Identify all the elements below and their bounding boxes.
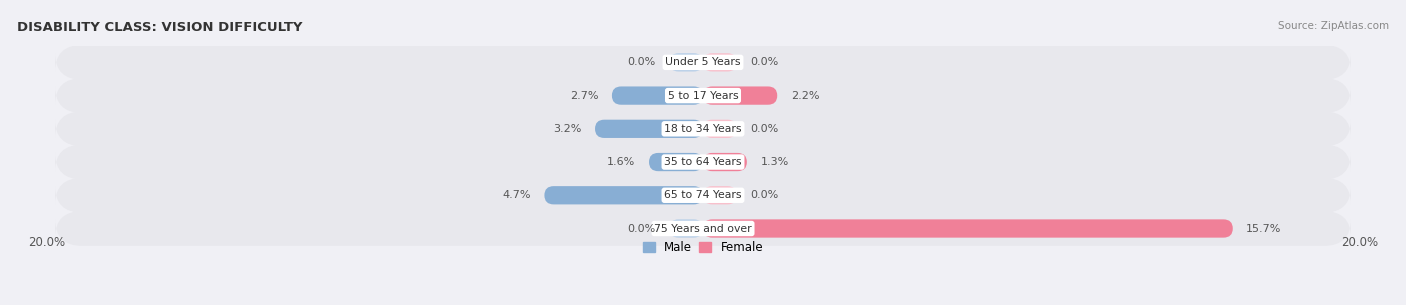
Text: 20.0%: 20.0% xyxy=(28,236,65,249)
FancyBboxPatch shape xyxy=(55,45,1351,80)
FancyBboxPatch shape xyxy=(703,219,1233,238)
FancyBboxPatch shape xyxy=(669,219,703,238)
Text: 2.2%: 2.2% xyxy=(790,91,820,101)
FancyBboxPatch shape xyxy=(55,145,1351,179)
FancyBboxPatch shape xyxy=(55,178,1351,213)
Text: 3.2%: 3.2% xyxy=(553,124,582,134)
Text: 0.0%: 0.0% xyxy=(751,57,779,67)
FancyBboxPatch shape xyxy=(55,78,1351,113)
Text: 75 Years and over: 75 Years and over xyxy=(654,224,752,234)
FancyBboxPatch shape xyxy=(55,211,1351,246)
FancyBboxPatch shape xyxy=(703,53,737,71)
Text: DISABILITY CLASS: VISION DIFFICULTY: DISABILITY CLASS: VISION DIFFICULTY xyxy=(17,21,302,34)
Text: Source: ZipAtlas.com: Source: ZipAtlas.com xyxy=(1278,21,1389,31)
Text: 0.0%: 0.0% xyxy=(627,224,655,234)
FancyBboxPatch shape xyxy=(595,120,703,138)
Text: 4.7%: 4.7% xyxy=(502,190,531,200)
Text: 0.0%: 0.0% xyxy=(751,190,779,200)
Text: 0.0%: 0.0% xyxy=(751,124,779,134)
Legend: Male, Female: Male, Female xyxy=(643,242,763,254)
FancyBboxPatch shape xyxy=(703,120,737,138)
Text: 5 to 17 Years: 5 to 17 Years xyxy=(668,91,738,101)
FancyBboxPatch shape xyxy=(703,186,737,204)
Text: 0.0%: 0.0% xyxy=(627,57,655,67)
Text: 1.3%: 1.3% xyxy=(761,157,789,167)
FancyBboxPatch shape xyxy=(612,86,703,105)
Text: 1.6%: 1.6% xyxy=(607,157,636,167)
FancyBboxPatch shape xyxy=(544,186,703,204)
Text: 20.0%: 20.0% xyxy=(1341,236,1378,249)
Text: 2.7%: 2.7% xyxy=(569,91,599,101)
FancyBboxPatch shape xyxy=(703,86,778,105)
Text: 15.7%: 15.7% xyxy=(1246,224,1282,234)
FancyBboxPatch shape xyxy=(650,153,703,171)
FancyBboxPatch shape xyxy=(55,111,1351,146)
Text: 18 to 34 Years: 18 to 34 Years xyxy=(664,124,742,134)
Text: Under 5 Years: Under 5 Years xyxy=(665,57,741,67)
FancyBboxPatch shape xyxy=(669,53,703,71)
FancyBboxPatch shape xyxy=(703,153,747,171)
Text: 35 to 64 Years: 35 to 64 Years xyxy=(664,157,742,167)
Text: 65 to 74 Years: 65 to 74 Years xyxy=(664,190,742,200)
